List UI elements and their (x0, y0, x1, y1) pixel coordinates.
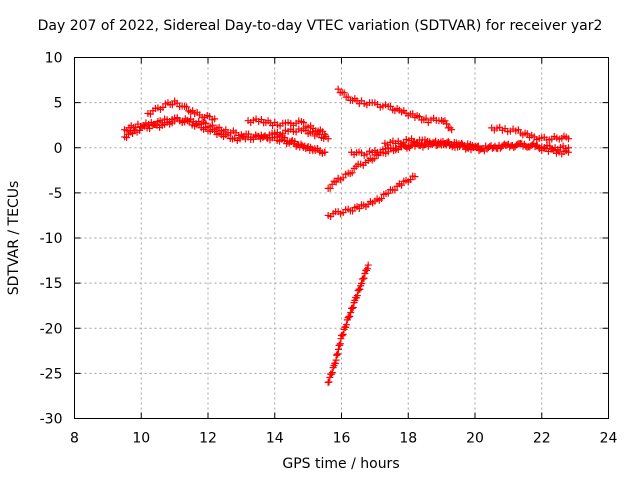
data-point (384, 189, 392, 197)
y-tick-label: -5 (49, 186, 63, 202)
data-point (333, 351, 341, 359)
data-point (321, 148, 329, 156)
x-tick-label: 12 (199, 431, 217, 447)
data-point (211, 115, 219, 123)
data-point (358, 279, 366, 287)
x-axis-label: GPS time / hours (282, 456, 400, 472)
series-arc-4 (244, 115, 329, 138)
data-point (291, 137, 299, 145)
data-point (326, 184, 334, 192)
data-point (332, 356, 340, 364)
data-point (331, 359, 339, 367)
y-tick-label: 0 (54, 141, 63, 157)
data-point (300, 119, 308, 127)
data-point (441, 117, 449, 125)
data-point (406, 176, 414, 184)
data-point (361, 270, 369, 278)
data-point (158, 119, 166, 127)
data-point (354, 287, 362, 295)
data-point (332, 178, 340, 186)
data-point (334, 85, 342, 93)
y-tick-label: 5 (54, 96, 63, 112)
x-tick-label: 16 (333, 431, 351, 447)
data-point (391, 186, 399, 194)
data-point (355, 205, 363, 213)
y-tick-label: 10 (45, 51, 63, 67)
data-point (336, 340, 344, 348)
series-arc-5 (271, 130, 329, 157)
data-point (411, 173, 419, 181)
data-point (168, 101, 176, 109)
x-tick-label: 8 (70, 431, 79, 447)
series-arc-12 (381, 135, 482, 151)
data-point (321, 130, 329, 138)
data-point (347, 309, 355, 317)
data-point (564, 135, 572, 143)
y-axis-label: SDTVAR / TECUs (6, 180, 22, 296)
data-point (348, 304, 356, 312)
axis-ticks: 8 10 12 14 16 18 20 22 24 -30 -25 -20 -15 -10 -5 0 5 10 (40, 51, 618, 447)
data-point (422, 114, 430, 122)
data-point (344, 314, 352, 322)
data-point (443, 120, 451, 128)
data-point (339, 330, 347, 338)
data-point (564, 148, 572, 156)
x-tick-label: 14 (266, 431, 284, 447)
data-point (343, 321, 351, 329)
data-point (183, 103, 191, 111)
data-point (346, 312, 354, 320)
x-tick-label: 22 (533, 431, 551, 447)
data-point (378, 195, 386, 203)
data-point (339, 174, 347, 182)
data-point (325, 378, 333, 386)
data-point (523, 130, 531, 138)
data-marks (121, 85, 572, 386)
x-tick-label: 18 (399, 431, 417, 447)
data-point (370, 155, 378, 163)
series-arc-6 (324, 261, 372, 386)
series-arc-11 (488, 123, 572, 144)
data-point (356, 285, 364, 293)
data-point (353, 292, 361, 300)
data-point (281, 134, 289, 142)
data-point (328, 369, 336, 377)
x-tick-label: 24 (600, 431, 618, 447)
y-tick-label: -20 (40, 321, 63, 337)
data-point (337, 335, 345, 343)
series-arc-9 (324, 172, 419, 221)
data-point (349, 303, 357, 311)
data-point (326, 373, 334, 381)
data-point (202, 119, 210, 127)
data-point (359, 275, 367, 283)
data-point (348, 169, 356, 177)
x-tick-label: 20 (466, 431, 484, 447)
data-point (159, 103, 167, 111)
data-point (334, 350, 342, 358)
data-point (334, 345, 342, 353)
data-point (360, 274, 368, 282)
x-tick-label: 10 (132, 431, 150, 447)
y-tick-label: -15 (40, 276, 63, 292)
data-point (363, 265, 371, 273)
data-point (398, 181, 406, 189)
data-point (338, 332, 346, 340)
series-arc-3 (144, 97, 219, 124)
data-point (340, 89, 348, 97)
data-point (474, 142, 482, 150)
data-point (324, 135, 332, 143)
chart-title: Day 207 of 2022, Sidereal Day-to-day VTE… (37, 18, 603, 34)
data-point (448, 126, 456, 134)
data-point (409, 110, 417, 118)
y-tick-label: -30 (40, 412, 63, 428)
data-point (336, 341, 344, 349)
data-point (327, 370, 335, 378)
data-point (364, 261, 372, 269)
series-arc-7 (334, 85, 456, 134)
grid (74, 57, 609, 419)
plot-frame (74, 57, 609, 419)
y-tick-label: -10 (40, 231, 63, 247)
y-tick-label: -25 (40, 366, 63, 382)
